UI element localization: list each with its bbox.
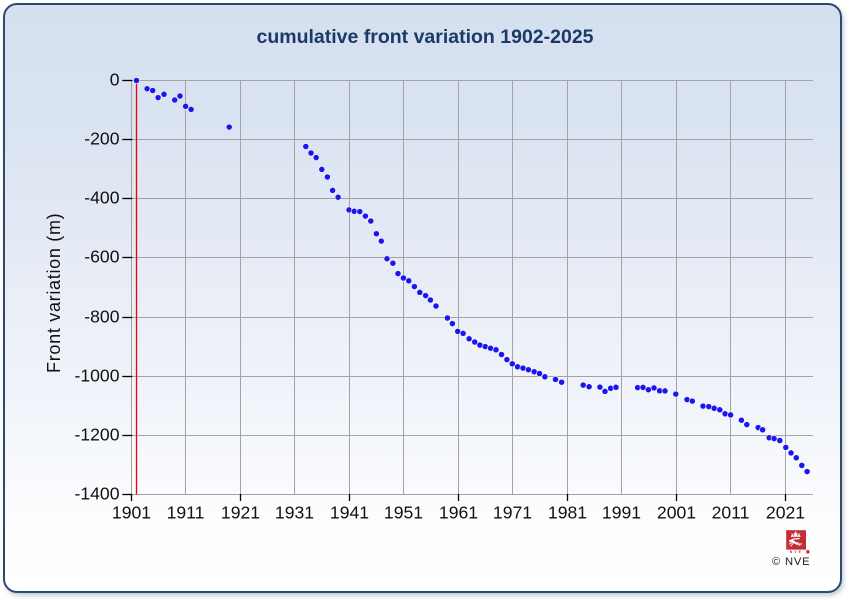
svg-text:-200: -200 [84,128,119,148]
svg-text:1961: 1961 [439,503,478,523]
svg-text:-1200: -1200 [75,424,120,444]
svg-text:-400: -400 [84,187,119,207]
svg-text:Front variation (m): Front variation (m) [44,213,64,373]
svg-text:-1400: -1400 [75,483,120,503]
svg-text:1911: 1911 [167,503,205,523]
svg-text:-1000: -1000 [75,365,120,385]
svg-text:2011: 2011 [712,503,750,523]
svg-text:1941: 1941 [330,503,369,523]
svg-text:1901: 1901 [112,503,151,523]
svg-text:-600: -600 [84,246,119,266]
svg-text:2001: 2001 [657,503,696,523]
svg-text:1971: 1971 [493,503,532,523]
svg-text:1991: 1991 [602,503,641,523]
svg-text:2021: 2021 [766,503,805,523]
svg-text:0: 0 [110,69,120,89]
svg-text:1981: 1981 [548,503,587,523]
svg-text:1931: 1931 [275,503,314,523]
svg-text:1951: 1951 [384,503,423,523]
svg-text:-800: -800 [84,306,119,326]
svg-text:1921: 1921 [221,503,260,523]
svg-text:NVE: NVE [790,550,803,554]
svg-text:© NVE: © NVE [772,556,810,568]
